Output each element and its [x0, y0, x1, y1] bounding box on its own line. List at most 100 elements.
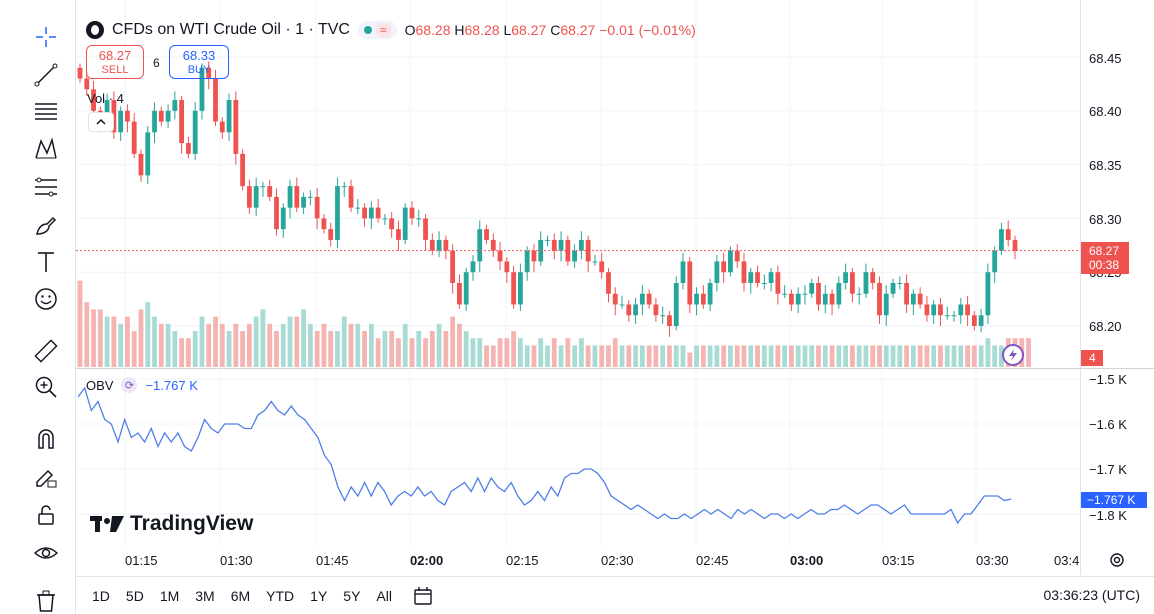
volume-bar	[680, 345, 686, 367]
obv-tick: −1.8 K	[1089, 508, 1127, 523]
candle-body	[863, 272, 869, 294]
candle-body	[836, 282, 842, 305]
range-button-1m[interactable]: 1M	[159, 587, 180, 604]
buy-button[interactable]: 68.33 BUY	[169, 45, 229, 79]
refresh-icon[interactable]: ⟳	[121, 377, 138, 393]
volume-bar	[978, 345, 984, 367]
range-button-1d[interactable]: 1D	[92, 587, 110, 604]
candle-body	[158, 110, 164, 122]
range-button-5d[interactable]: 5D	[125, 587, 144, 604]
ruler-icon[interactable]	[30, 336, 62, 366]
volume-bar	[741, 345, 747, 367]
trend-line-icon[interactable]	[30, 60, 62, 90]
candle-body	[748, 272, 754, 283]
volume-bar	[572, 345, 578, 367]
obv-value: −1.767 K	[145, 377, 198, 393]
text-icon[interactable]	[30, 247, 62, 277]
candle-body	[490, 239, 496, 251]
time-label: 02:30	[601, 553, 634, 568]
volume-bar	[728, 345, 733, 367]
volume-bar	[606, 345, 611, 367]
calendar-icon[interactable]	[412, 585, 434, 607]
price-scale[interactable]	[1080, 0, 1154, 575]
utc-clock[interactable]: 03:36:23 (UTC)	[1043, 587, 1140, 603]
lightning-icon[interactable]	[1002, 344, 1024, 366]
pane-divider[interactable]	[76, 368, 1154, 369]
volume-bar	[348, 323, 354, 367]
volume-bar	[314, 331, 320, 367]
volume-bar	[721, 345, 727, 367]
candle-body	[504, 261, 510, 273]
settings-icon[interactable]	[1108, 551, 1126, 569]
symbol-logo-icon	[86, 21, 104, 39]
volume-bar	[409, 338, 415, 367]
collapse-legend-button[interactable]	[88, 112, 114, 132]
volume-bar	[368, 323, 374, 367]
obv-label[interactable]: OBV	[86, 377, 114, 393]
horizontal-lines-icon[interactable]	[30, 96, 62, 126]
range-button-all[interactable]: All	[376, 587, 392, 604]
lock-pencil-icon[interactable]	[30, 462, 62, 492]
unlock-icon[interactable]	[30, 500, 62, 530]
candle-body	[355, 207, 361, 209]
candle-body	[409, 207, 415, 219]
volume-bar	[450, 316, 456, 367]
candle-body	[599, 261, 605, 273]
candle-body	[572, 250, 578, 262]
volume-bar	[816, 345, 821, 367]
volume-bar	[233, 323, 239, 367]
candle-body	[578, 239, 584, 251]
candle-body	[755, 272, 760, 283]
fib-icon[interactable]	[30, 172, 62, 202]
volume-bar	[558, 345, 564, 367]
volume-bar	[77, 280, 83, 367]
range-button-ytd[interactable]: YTD	[266, 587, 295, 604]
candle-body	[145, 132, 151, 176]
volume-bar	[490, 345, 496, 367]
volume-bar	[511, 331, 517, 367]
volume-bar	[565, 338, 571, 367]
range-button-1y[interactable]: 1Y	[310, 587, 328, 604]
candle-body	[348, 186, 354, 208]
crosshair-icon[interactable]	[30, 22, 62, 52]
sell-price: 68.27	[98, 48, 132, 63]
eye-icon[interactable]	[30, 538, 62, 568]
candle-body	[734, 250, 740, 262]
market-open-icon	[363, 26, 372, 34]
symbol-title[interactable]: CFDs on WTI Crude Oil · 1 · TVC	[112, 21, 350, 38]
volume-bar	[822, 345, 828, 367]
volume-bar	[463, 331, 469, 367]
zoom-in-icon[interactable]	[30, 372, 62, 402]
volume-bar	[904, 345, 909, 367]
brush-icon[interactable]	[30, 210, 62, 240]
candle-body	[910, 293, 916, 305]
tv-logo-icon	[90, 516, 124, 532]
candle-body	[131, 121, 137, 154]
status-pill[interactable]: ≈	[357, 21, 397, 39]
emoji-icon[interactable]	[30, 284, 62, 314]
candle-body	[274, 196, 279, 230]
magnet-icon[interactable]	[30, 424, 62, 454]
range-button-5y[interactable]: 5Y	[343, 587, 361, 604]
volume-bar	[104, 316, 110, 367]
range-button-6m[interactable]: 6M	[230, 587, 251, 604]
candle-body	[294, 186, 300, 208]
candle-body	[226, 100, 232, 133]
volume-bar	[789, 345, 794, 367]
pattern-icon[interactable]	[30, 134, 62, 164]
range-button-3m[interactable]: 3M	[195, 587, 215, 604]
candle-body	[138, 153, 144, 176]
time-axis[interactable]: 01:15 01:30 01:45 02:00 02:15 02:30 02:45 03:00…	[76, 545, 1154, 575]
trash-icon[interactable]	[30, 586, 62, 614]
candle-body	[368, 207, 374, 219]
volume-bar	[362, 331, 367, 367]
candle-body	[416, 218, 422, 220]
candle-body	[667, 315, 672, 326]
sell-button[interactable]: 68.27 SELL	[86, 45, 144, 79]
volume-bar	[389, 331, 395, 367]
candle-body	[958, 304, 964, 316]
candle-body	[660, 315, 666, 317]
volume-legend[interactable]: Vol · 4	[87, 91, 124, 106]
buy-label: BUY	[187, 64, 211, 76]
